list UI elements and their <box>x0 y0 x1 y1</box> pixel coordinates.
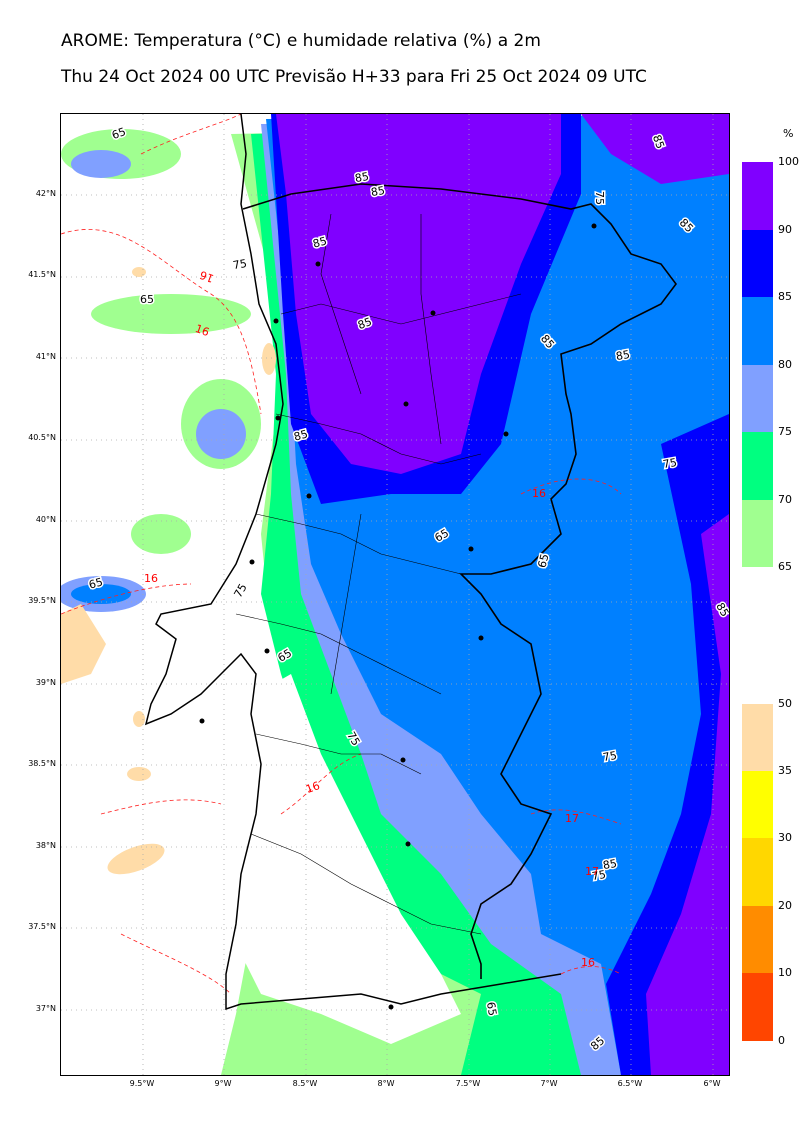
humidity-contour-label: 85 <box>311 234 328 250</box>
lat-label: 40°N <box>35 515 56 524</box>
humidity-contour-label: 85 <box>354 170 370 185</box>
temperature-warm-patch <box>132 267 146 277</box>
temperature-warm-patch <box>61 604 106 684</box>
humidity-swatch <box>742 230 773 297</box>
lat-label: 39°N <box>35 678 56 687</box>
humidity-swatch <box>742 297 773 365</box>
humidity-contour-label: 85 <box>356 315 374 332</box>
temperature-swatch <box>742 771 773 838</box>
humidity-level-label: 65 <box>778 560 792 573</box>
lon-label: 6.5°W <box>617 1079 643 1088</box>
lat-label: 37°N <box>35 1004 56 1013</box>
lon-label: 7°W <box>540 1079 558 1088</box>
lon-label: 8.5°W <box>292 1079 318 1088</box>
humidity-contour-label: 75 <box>593 191 606 205</box>
lat-label: 40.5°N <box>28 433 56 442</box>
humidity-level-label: 85 <box>778 290 792 303</box>
map-title: AROME: Temperatura (°C) e humidade relat… <box>61 31 541 51</box>
ocean-patch <box>131 514 191 554</box>
humidity-contour-label: 75 <box>231 581 249 600</box>
humidity-contour-label: 85 <box>292 427 309 443</box>
temperature-contour-label: 16 <box>304 779 322 796</box>
temperature-warm-patch <box>133 711 145 727</box>
temperature-contour-label: 16 <box>193 322 211 339</box>
temperature-level-label: 0 <box>778 1034 785 1047</box>
humidity-contour-label: 85 <box>615 348 631 363</box>
ocean-patch <box>196 409 246 459</box>
humidity-swatch <box>742 162 773 230</box>
temperature-contour-label: 17 <box>565 812 579 825</box>
humidity-contour-label: 75 <box>662 456 678 471</box>
portugal-spain-border <box>242 183 677 979</box>
temperature-contour-label: 16 <box>198 268 216 285</box>
humidity-contour-label: 65 <box>140 293 154 306</box>
temperature-contour-label: 16 <box>581 956 595 969</box>
humidity-contour-label: 85 <box>602 857 618 872</box>
humidity-level-label: 100 <box>778 155 799 168</box>
map-subtitle: Thu 24 Oct 2024 00 UTC Previsão H+33 par… <box>61 67 647 87</box>
temperature-isolines <box>61 114 622 995</box>
lon-label: 6°W <box>703 1079 721 1088</box>
lon-label: 8°W <box>377 1079 395 1088</box>
forecast-map: 65 85 85 85 75 65 85 85 85 75 85 85 85 75 65 65 65 75 85 65… <box>60 113 730 1076</box>
temperature-colorbar <box>742 704 773 1041</box>
temperature-swatch <box>742 704 773 771</box>
city-markers <box>199 223 597 1010</box>
ocean-patch <box>71 150 131 178</box>
humidity-level-label: 70 <box>778 493 792 506</box>
temperature-swatch <box>742 973 773 1041</box>
lat-label: 41.5°N <box>28 270 56 279</box>
ocean-patch <box>71 584 131 604</box>
humidity-90-area-east <box>646 514 729 1075</box>
lon-label: 9°W <box>214 1079 232 1088</box>
humidity-contour-label: 85 <box>650 133 667 151</box>
lat-lon-grid <box>61 114 729 1075</box>
ocean-patch <box>91 294 251 334</box>
humidity-colorbar <box>742 162 773 567</box>
humidity-swatch <box>742 432 773 500</box>
humidity-90-area-north <box>276 114 561 474</box>
lat-label: 38°N <box>35 841 56 850</box>
temperature-swatch <box>742 906 773 973</box>
temperature-level-label: 50 <box>778 697 792 710</box>
lat-label: 39.5°N <box>28 596 56 605</box>
humidity-contour-label: 65 <box>110 125 128 142</box>
temperature-level-label: 20 <box>778 899 792 912</box>
temperature-contour-label: 16 <box>144 572 158 585</box>
coastline <box>144 114 562 1011</box>
humidity-swatch <box>742 500 773 567</box>
district-boundaries <box>235 213 522 935</box>
temperature-contour-label: 17 <box>585 865 599 878</box>
humidity-contour-label: 75 <box>602 749 618 764</box>
dry-area-southwest <box>221 674 461 1044</box>
humidity-contour-label: 75 <box>591 868 607 883</box>
temperature-level-label: 35 <box>778 764 792 777</box>
humidity-contour-label: 65 <box>484 1001 499 1017</box>
temperature-swatch <box>742 838 773 906</box>
humidity-contour-label: 65 <box>87 575 104 591</box>
humidity-field <box>61 114 729 1075</box>
temperature-warm-patch <box>262 343 276 375</box>
humidity-contour-label: 85 <box>370 184 386 199</box>
lat-label: 38.5°N <box>28 759 56 768</box>
humidity-contour-label: 65 <box>535 552 551 569</box>
humidity-swatch <box>742 365 773 432</box>
temperature-contour-label: 16 <box>532 487 546 500</box>
temperature-warm-patch <box>107 843 165 875</box>
humidity-level-label: 75 <box>778 425 792 438</box>
temperature-warm-patch <box>127 767 151 781</box>
lon-label: 7.5°W <box>455 1079 481 1088</box>
lon-label: 9.5°W <box>129 1079 155 1088</box>
temperature-level-label: 10 <box>778 966 792 979</box>
humidity-level-label: 90 <box>778 223 792 236</box>
lat-label: 42°N <box>35 189 56 198</box>
lat-label: 37.5°N <box>28 922 56 931</box>
lat-label: 41°N <box>35 352 56 361</box>
humidity-90-area-ne <box>581 114 729 184</box>
humidity-contour-label: 75 <box>232 257 248 272</box>
temperature-level-label: 30 <box>778 831 792 844</box>
humidity-unit: % <box>783 127 794 140</box>
humidity-level-label: 80 <box>778 358 792 371</box>
